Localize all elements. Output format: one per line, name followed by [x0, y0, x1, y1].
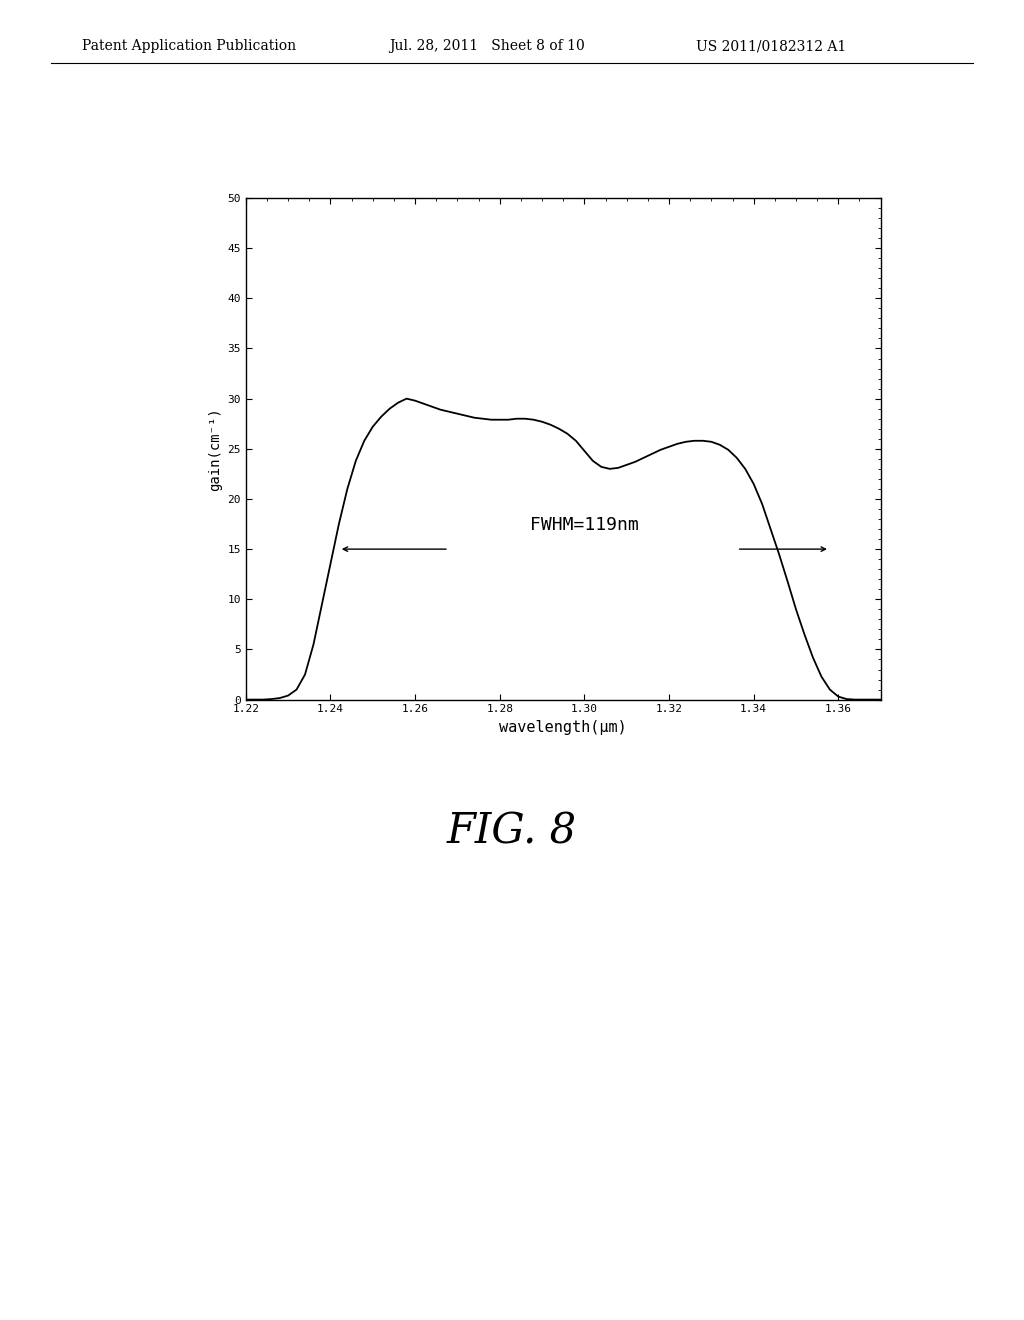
Y-axis label: gain(cm⁻¹): gain(cm⁻¹) [208, 407, 222, 491]
Text: US 2011/0182312 A1: US 2011/0182312 A1 [696, 40, 847, 53]
Text: FIG. 8: FIG. 8 [446, 810, 578, 853]
Text: Patent Application Publication: Patent Application Publication [82, 40, 296, 53]
X-axis label: wavelength(μm): wavelength(μm) [500, 719, 627, 735]
Text: FWHM=119nm: FWHM=119nm [530, 516, 639, 535]
Text: Jul. 28, 2011   Sheet 8 of 10: Jul. 28, 2011 Sheet 8 of 10 [389, 40, 585, 53]
